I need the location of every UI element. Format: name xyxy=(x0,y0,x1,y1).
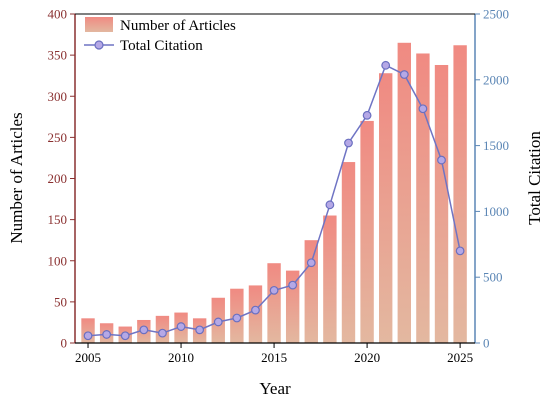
y2-tick-label-2000: 2000 xyxy=(483,72,509,87)
citation-point-2012 xyxy=(213,317,223,327)
citation-point-2011 xyxy=(195,325,205,335)
legend-label-citation: Total Citation xyxy=(120,38,203,54)
citation-point-2021 xyxy=(381,60,391,70)
line-series xyxy=(83,60,465,341)
citation-point-2022 xyxy=(399,70,409,79)
bar-2015 xyxy=(267,263,281,343)
bar-series xyxy=(81,42,467,344)
citation-point-2016 xyxy=(288,280,298,290)
y-tick-label-150: 150 xyxy=(48,212,68,227)
y-axis-title: Number of Articles xyxy=(7,112,26,243)
y-tick-label-100: 100 xyxy=(48,253,68,268)
legend-bar-swatch xyxy=(85,17,113,32)
citation-point-2024 xyxy=(437,155,446,165)
bar-2022 xyxy=(397,42,411,343)
y2-tick-label-1500: 1500 xyxy=(483,138,509,153)
citation-point-2020 xyxy=(362,110,372,120)
citation-point-2023 xyxy=(418,104,428,114)
bar-2024 xyxy=(434,64,449,344)
citation-point-2015 xyxy=(269,285,279,295)
bar-2025 xyxy=(453,45,467,343)
citation-point-2005 xyxy=(83,331,93,341)
x-tick-label-2005: 2005 xyxy=(75,350,101,365)
y2-tick-label-500: 500 xyxy=(483,270,503,285)
y-tick-label-400: 400 xyxy=(48,7,68,22)
citation-point-2013 xyxy=(232,313,242,323)
citation-point-2018 xyxy=(325,200,335,210)
y-tick-label-350: 350 xyxy=(48,48,68,63)
citation-point-2019 xyxy=(344,138,353,148)
y2-tick-label-0: 0 xyxy=(483,336,490,351)
x-axis-title: Year xyxy=(259,379,291,398)
citation-point-2017 xyxy=(306,258,316,268)
x-tick-label-2010: 2010 xyxy=(168,350,194,365)
y-tick-label-300: 300 xyxy=(48,89,68,104)
y2-axis-title: Total Citation xyxy=(525,131,544,225)
citation-point-2008 xyxy=(139,325,149,335)
y2-tick-label-2500: 2500 xyxy=(483,7,509,22)
citation-point-2025 xyxy=(455,246,465,256)
axis-ticks: 0 50 100 150 200 250 300 350 400 0 500 1000 1500 2000… xyxy=(48,7,510,366)
legend-label-articles: Number of Articles xyxy=(120,18,236,34)
bar-2021 xyxy=(379,73,393,343)
citation-point-2010 xyxy=(176,322,186,331)
y2-tick-label-1000: 1000 xyxy=(483,204,509,219)
bar-2020 xyxy=(360,120,374,343)
y-tick-label-250: 250 xyxy=(48,130,68,145)
legend: Number of Articles Total Citation xyxy=(84,17,236,54)
bar-2019 xyxy=(341,162,356,343)
citation-point-2009 xyxy=(158,328,167,338)
x-tick-label-2025: 2025 xyxy=(447,350,473,365)
citation-point-2007 xyxy=(120,331,130,341)
bar-2018 xyxy=(323,215,337,343)
y-tick-label-200: 200 xyxy=(48,171,68,186)
bar-2017 xyxy=(304,240,318,343)
y-tick-label-50: 50 xyxy=(54,294,67,309)
bar-2016 xyxy=(285,270,300,343)
x-tick-label-2015: 2015 xyxy=(261,350,287,365)
bar-2023 xyxy=(416,53,430,343)
legend-line-marker xyxy=(94,40,104,50)
x-tick-label-2020: 2020 xyxy=(354,350,380,365)
citation-point-2014 xyxy=(251,305,260,315)
y-tick-label-0: 0 xyxy=(61,336,68,351)
citation-point-2006 xyxy=(102,330,112,339)
